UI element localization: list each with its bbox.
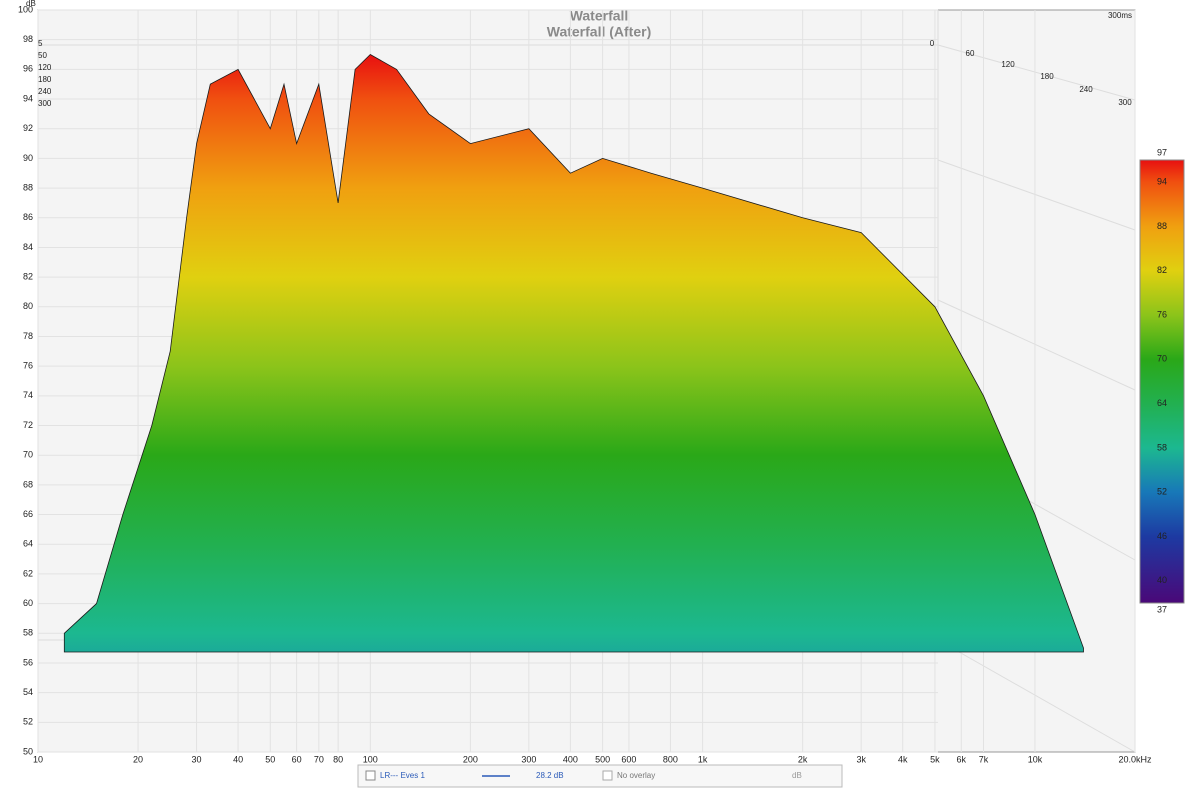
x-tick-label: 600 bbox=[621, 754, 636, 764]
time-tick-label: 240 bbox=[1079, 85, 1093, 94]
colorbar-tick-label: 37 bbox=[1157, 604, 1167, 614]
colorbar-tick-label: 94 bbox=[1157, 177, 1167, 187]
left-time-label: 180 bbox=[38, 75, 52, 84]
y-tick-label: 52 bbox=[23, 717, 33, 727]
colorbar-tick-label: 88 bbox=[1157, 221, 1167, 231]
x-tick-label: 80 bbox=[333, 754, 343, 764]
y-tick-label: 86 bbox=[23, 212, 33, 222]
y-tick-label: 88 bbox=[23, 182, 33, 192]
x-tick-label: 4k bbox=[898, 754, 908, 764]
checkbox[interactable] bbox=[602, 770, 613, 781]
y-tick-label: 50 bbox=[23, 746, 33, 756]
y-axis-label: dB bbox=[26, 0, 36, 8]
x-tick-label: 50 bbox=[265, 754, 275, 764]
colorbar-tick-label: 64 bbox=[1157, 398, 1167, 408]
y-tick-label: 92 bbox=[23, 123, 33, 133]
colorbar-tick-label: 70 bbox=[1157, 354, 1167, 364]
x-tick-label: 40 bbox=[233, 754, 243, 764]
left-time-label: 120 bbox=[38, 63, 52, 72]
x-tick-label: 10k bbox=[1028, 754, 1043, 764]
x-tick-label: 1k bbox=[698, 754, 708, 764]
colorbar-tick-label: 82 bbox=[1157, 265, 1167, 275]
y-tick-label: 90 bbox=[23, 153, 33, 163]
colorbar-tick-label: 58 bbox=[1157, 442, 1167, 452]
x-tick-label: 20 bbox=[133, 754, 143, 764]
y-tick-label: 96 bbox=[23, 64, 33, 74]
time-tick-label: 300 bbox=[1118, 98, 1132, 107]
time-tick-label: 180 bbox=[1040, 72, 1054, 81]
left-time-label: 240 bbox=[38, 87, 52, 96]
x-tick-label: 7k bbox=[979, 754, 989, 764]
x-tick-label: 60 bbox=[292, 754, 302, 764]
legend-level: 28.2 dB bbox=[536, 771, 564, 780]
y-tick-label: 64 bbox=[23, 539, 33, 549]
legend-overlay[interactable]: No overlay bbox=[617, 771, 655, 780]
y-tick-label: 60 bbox=[23, 598, 33, 608]
y-tick-label: 82 bbox=[23, 271, 33, 281]
time-end-label: 300ms bbox=[1108, 11, 1132, 20]
x-tick-label: 2k bbox=[798, 754, 808, 764]
x-tick-label: 400 bbox=[563, 754, 578, 764]
y-tick-label: 80 bbox=[23, 301, 33, 311]
y-tick-label: 72 bbox=[23, 420, 33, 430]
y-tick-label: 94 bbox=[23, 93, 33, 103]
y-tick-label: 62 bbox=[23, 568, 33, 578]
legend-measurement[interactable]: LR--- Eves 1 bbox=[380, 771, 425, 780]
y-tick-label: 56 bbox=[23, 657, 33, 667]
chart-title: Waterfall bbox=[570, 8, 629, 24]
y-tick-label: 100 bbox=[18, 4, 33, 14]
y-tick-label: 68 bbox=[23, 479, 33, 489]
chart-subtitle: Waterfall (After) bbox=[547, 24, 652, 40]
time-tick-label: 120 bbox=[1001, 60, 1015, 69]
y-tick-label: 70 bbox=[23, 450, 33, 460]
y-tick-label: 76 bbox=[23, 361, 33, 371]
time-tick-label: 0 bbox=[930, 39, 935, 48]
colorbar-tick-label: 76 bbox=[1157, 309, 1167, 319]
x-tick-label: 10 bbox=[33, 754, 43, 764]
checkbox[interactable] bbox=[365, 770, 376, 781]
x-tick-label: 30 bbox=[192, 754, 202, 764]
left-time-label: 50 bbox=[38, 51, 47, 60]
x-tick-label: 20.0kHz bbox=[1118, 754, 1152, 764]
colorbar-tick-label: 97 bbox=[1157, 147, 1167, 157]
y-tick-label: 84 bbox=[23, 242, 33, 252]
y-tick-label: 58 bbox=[23, 628, 33, 638]
x-tick-label: 3k bbox=[856, 754, 866, 764]
colorbar-tick-label: 40 bbox=[1157, 575, 1167, 585]
legend-unit: dB bbox=[792, 771, 802, 780]
waterfall-surface bbox=[63, 54, 1084, 653]
y-tick-label: 66 bbox=[23, 509, 33, 519]
x-tick-label: 300 bbox=[521, 754, 536, 764]
time-tick-label: 60 bbox=[966, 49, 975, 58]
left-time-label: 300 bbox=[38, 99, 52, 108]
x-tick-label: 800 bbox=[663, 754, 678, 764]
colorbar-tick-label: 52 bbox=[1157, 487, 1167, 497]
y-tick-label: 98 bbox=[23, 34, 33, 44]
legend-box bbox=[357, 764, 843, 788]
x-tick-label: 6k bbox=[956, 754, 966, 764]
x-tick-label: 500 bbox=[595, 754, 610, 764]
x-tick-label: 100 bbox=[363, 754, 378, 764]
y-tick-label: 74 bbox=[23, 390, 33, 400]
x-tick-label: 5k bbox=[930, 754, 940, 764]
colorbar bbox=[1139, 159, 1185, 604]
x-tick-label: 70 bbox=[314, 754, 324, 764]
y-tick-label: 54 bbox=[23, 687, 33, 697]
y-tick-label: 78 bbox=[23, 331, 33, 341]
colorbar-tick-label: 46 bbox=[1157, 531, 1167, 541]
x-tick-label: 200 bbox=[463, 754, 478, 764]
left-time-label: 5 bbox=[38, 39, 43, 48]
